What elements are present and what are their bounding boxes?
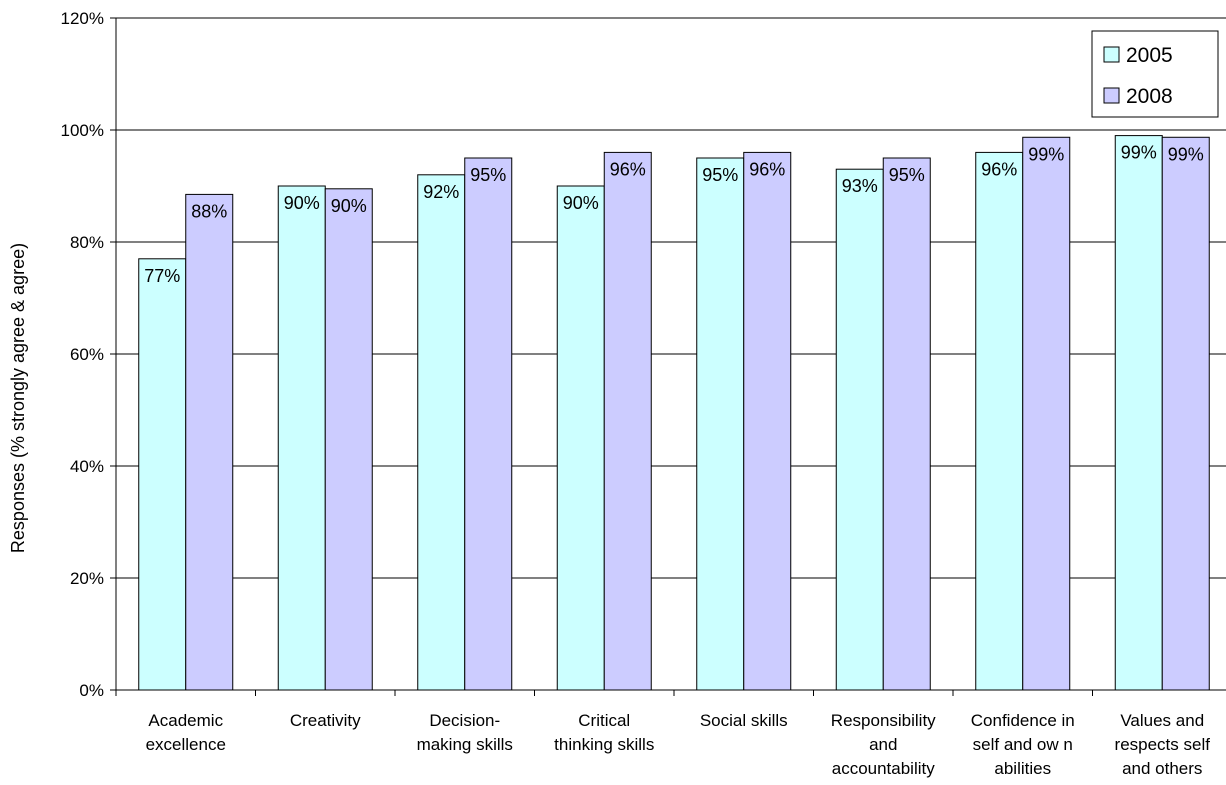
bar-2008 xyxy=(882,157,931,691)
bar-2008 xyxy=(185,193,234,691)
bar-2005 xyxy=(556,185,605,691)
data-label-2008: 96% xyxy=(749,159,785,179)
data-label-2008: 96% xyxy=(610,159,646,179)
bar-2005 xyxy=(138,258,187,691)
bar-2008 xyxy=(1161,136,1210,691)
data-label-2008: 90% xyxy=(331,196,367,216)
y-tick-label: 80% xyxy=(70,233,104,252)
y-tick-label: 120% xyxy=(61,9,104,28)
y-tick-labels: 0% 20% 40% 60% 80% 100% 120% xyxy=(61,9,104,700)
data-label-2008: 95% xyxy=(470,165,506,185)
bar-2005 xyxy=(417,174,466,691)
legend-label-2008: 2008 xyxy=(1126,85,1173,108)
data-label-2005: 99% xyxy=(1121,143,1157,163)
data-label-2005: 77% xyxy=(144,266,180,286)
category-label: Values and respects self and others xyxy=(1115,711,1211,778)
legend-label-2005: 2005 xyxy=(1126,44,1173,67)
y-axis-label: Responses (% strongly agree & agree) xyxy=(8,243,28,553)
data-label-2005: 90% xyxy=(563,193,599,213)
bar-2005 xyxy=(1114,135,1163,691)
data-label-2005: 93% xyxy=(842,176,878,196)
legend-swatch-2005 xyxy=(1103,46,1120,63)
axes xyxy=(110,17,1226,696)
category-label: Responsibility and accountability xyxy=(831,711,936,778)
category-label: Social skills xyxy=(700,711,788,730)
bar-2008 xyxy=(1022,136,1071,691)
category-label: Decision-making skills xyxy=(417,711,513,754)
data-label-2005: 92% xyxy=(423,182,459,202)
data-label-2008: 88% xyxy=(191,201,227,221)
y-tick-label: 40% xyxy=(70,457,104,476)
data-label-2008: 99% xyxy=(1168,144,1204,164)
bar-2005 xyxy=(277,185,326,691)
data-label-2008: 95% xyxy=(889,165,925,185)
data-label-2008: 99% xyxy=(1028,144,1064,164)
y-tick-label: 20% xyxy=(70,569,104,588)
legend-swatch-2008 xyxy=(1103,87,1120,104)
y-tick-label: 60% xyxy=(70,345,104,364)
category-label: Confidence in self and ow n abilities xyxy=(971,711,1075,778)
bar-2005 xyxy=(975,151,1024,691)
data-label-2005: 96% xyxy=(981,159,1017,179)
bar-2008 xyxy=(464,157,513,691)
bar-2008 xyxy=(324,188,373,691)
bar-2005 xyxy=(696,157,745,691)
category-labels: Academic excellence Creativity Decision-mak… xyxy=(146,711,1211,778)
bars xyxy=(138,135,1210,691)
y-tick-label: 0% xyxy=(79,681,104,700)
category-label: Critical thinking skills xyxy=(554,711,654,754)
bar-2008 xyxy=(743,151,792,691)
data-labels: 77% 88% 90% 90% 92% 95% 90% 96% 95% 96% 93% 95% 96% 9… xyxy=(144,143,1204,286)
y-tick-label: 100% xyxy=(61,121,104,140)
data-label-2005: 95% xyxy=(702,165,738,185)
category-label: Creativity xyxy=(290,711,361,730)
legend: 2005 2008 xyxy=(1091,30,1219,118)
data-label-2005: 90% xyxy=(284,193,320,213)
category-label: Academic excellence xyxy=(146,711,226,754)
bar-2008 xyxy=(603,151,652,691)
bar-2005 xyxy=(835,168,884,691)
